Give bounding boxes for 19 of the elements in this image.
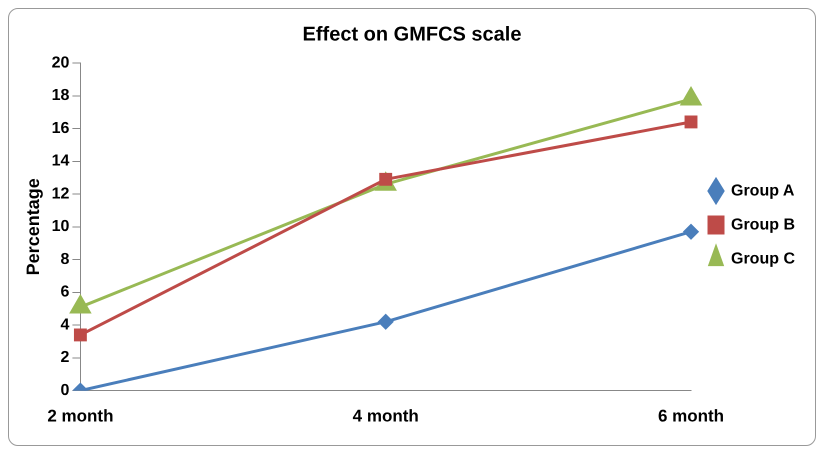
y-tick-label: 4 (60, 316, 70, 334)
legend-label: Group B (731, 216, 796, 234)
x-tick-label: 4 month (352, 406, 419, 426)
y-tick-label: 16 (52, 120, 70, 137)
y-tick-label: 0 (60, 382, 70, 400)
y-tick-label: 6 (60, 284, 70, 301)
x-tick-label: 6 month (658, 406, 724, 426)
legend-label: Group A (731, 182, 795, 200)
legend-label: Group C (731, 250, 796, 268)
chart-title: Effect on GMFCS scale (302, 24, 522, 46)
x-tick-label: 2 month (47, 406, 114, 426)
y-axis-title: Percentage (22, 178, 43, 276)
y-tick-label: 2 (60, 349, 70, 366)
y-tick-label: 14 (52, 152, 70, 170)
y-tick-label: 18 (52, 87, 70, 104)
y-tick-label: 20 (52, 54, 70, 72)
y-tick-label: 12 (52, 185, 70, 202)
y-tick-label: 8 (60, 250, 70, 268)
y-tick-label: 10 (52, 218, 70, 236)
